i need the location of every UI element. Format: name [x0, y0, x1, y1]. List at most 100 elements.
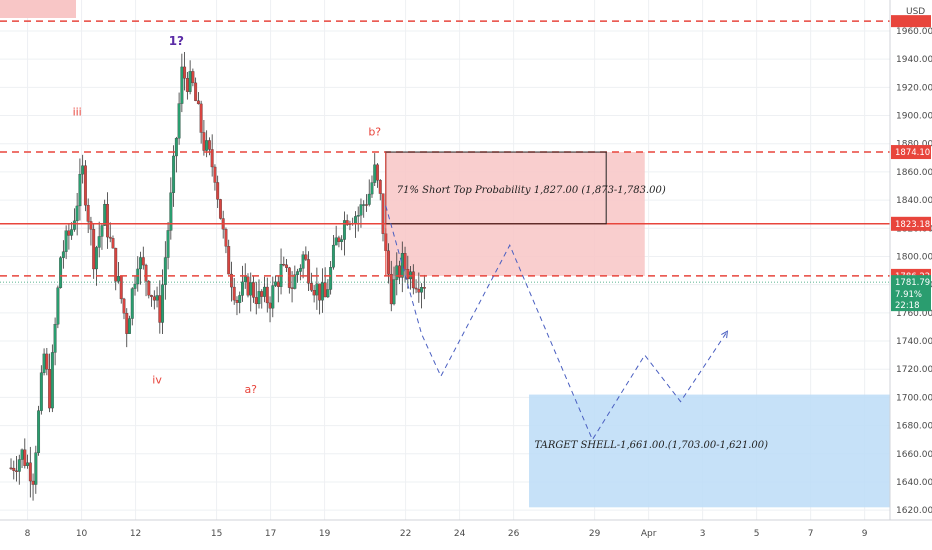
candle-body: [183, 66, 187, 79]
time-tick-label: 29: [589, 529, 601, 539]
wave-label: iv: [152, 373, 162, 386]
price-tick-label: 1640.00: [896, 478, 932, 488]
candle-body: [128, 318, 131, 334]
top-level-tag: [891, 15, 931, 28]
time-tick-label: 7: [808, 529, 814, 539]
candle-body: [246, 276, 250, 296]
price-tick-label: 1620.00: [896, 506, 932, 516]
candle-body: [359, 204, 363, 216]
candle-body: [356, 215, 360, 217]
candle-body: [232, 286, 236, 301]
current-price-text: 1781.79: [895, 278, 930, 288]
candle-body: [26, 462, 30, 466]
price-tick-label: 1900.00: [896, 112, 932, 122]
candle-body: [337, 237, 341, 242]
candle-body: [365, 204, 368, 206]
candle-body: [9, 467, 13, 470]
level-tag: [891, 145, 931, 160]
candle-body: [111, 238, 115, 249]
zones: [0, 0, 890, 508]
candle-body: [199, 103, 203, 133]
candle-body: [31, 480, 35, 485]
candle-body: [403, 253, 407, 270]
candle-body: [202, 132, 206, 151]
candle-body: [23, 449, 27, 466]
candle-body: [241, 281, 244, 296]
candle-body: [15, 470, 18, 472]
candle-body: [353, 216, 357, 225]
current-price-tag: [891, 275, 931, 312]
candle-body: [235, 299, 239, 303]
candle-body: [78, 173, 82, 207]
candle-body: [265, 286, 269, 304]
candle-body: [169, 192, 173, 231]
price-tick-label: 1920.00: [896, 83, 932, 93]
candle-body: [400, 253, 404, 278]
candle-body: [334, 237, 338, 246]
candle-body: [72, 220, 76, 230]
currency-label: USD: [906, 7, 925, 17]
candle-body: [254, 297, 258, 305]
candle-body: [370, 182, 374, 195]
candle-body: [213, 166, 217, 183]
candle-body: [249, 282, 253, 296]
candle-body: [177, 103, 181, 139]
level-lines: [0, 20, 890, 277]
candle-body: [276, 281, 280, 287]
candle-body: [392, 279, 396, 305]
candle-body: [139, 257, 142, 270]
candle-body: [205, 140, 209, 151]
candle-body: [414, 287, 418, 290]
candle-body: [108, 236, 112, 239]
candle-body: [207, 140, 211, 150]
candle-body: [191, 71, 195, 84]
candle-body: [147, 281, 151, 296]
time-tick-label: 19: [319, 529, 331, 539]
candle-body: [188, 71, 192, 92]
candle-body: [268, 302, 272, 309]
candle-body: [342, 220, 346, 240]
candle-body: [238, 295, 242, 303]
time-axis-bg: [0, 520, 890, 550]
price-tick-label: 1760.00: [896, 309, 932, 319]
time-tick-label: 8: [25, 529, 31, 539]
candle-body: [50, 352, 54, 409]
candle-body: [274, 281, 277, 286]
price-tick-label: 1660.00: [896, 450, 932, 460]
projection-arrow: [721, 330, 729, 339]
candle-body: [185, 78, 189, 92]
candle-body: [304, 254, 308, 260]
projection-path: [385, 205, 729, 441]
candle-body: [83, 165, 87, 206]
candle-body: [293, 274, 297, 289]
candle-body: [161, 284, 165, 323]
wave-label: iii: [73, 106, 82, 119]
candle-body: [172, 155, 176, 193]
candle-body: [406, 269, 410, 280]
price-tick-label: 1680.00: [896, 422, 932, 432]
price-tick-label: 1700.00: [896, 393, 932, 403]
time-axis[interactable]: 8 10 12 15 17 19 22 24 26 29 Apr 3 5 7 9: [0, 519, 932, 550]
candle-body: [367, 193, 371, 205]
time-tick-label: 3: [700, 529, 706, 539]
candle-body: [42, 353, 46, 373]
candle-body: [315, 283, 319, 296]
candle-body: [331, 244, 335, 268]
candle-body: [285, 264, 289, 268]
candle-body: [282, 263, 286, 266]
short-zone: [385, 152, 645, 276]
candle-body: [373, 164, 377, 183]
candle-body: [216, 182, 220, 200]
candle-body: [117, 276, 120, 282]
time-tick-label: 10: [76, 529, 88, 539]
candle-body: [224, 229, 228, 247]
level-tag: [891, 216, 931, 231]
candle-body: [53, 324, 57, 353]
candle-body: [28, 462, 32, 482]
candle-body: [218, 199, 222, 219]
candle-body: [163, 257, 167, 285]
candle-body: [398, 265, 401, 278]
candle-body: [296, 271, 300, 275]
